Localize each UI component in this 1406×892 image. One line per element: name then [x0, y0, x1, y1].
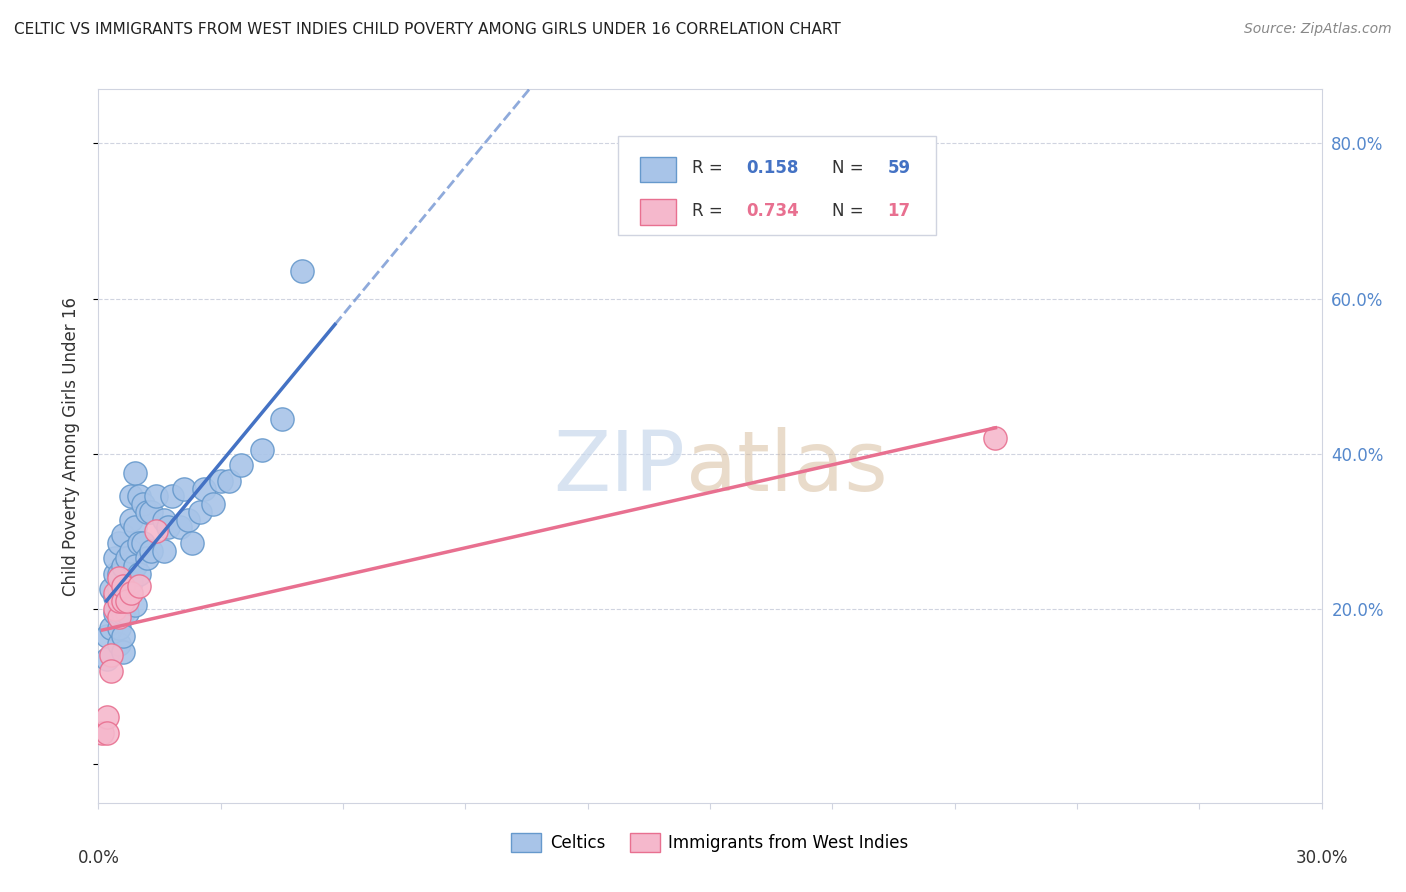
Point [108, 571, 131, 585]
Point [984, 431, 1007, 445]
Text: atlas: atlas [686, 427, 887, 508]
Text: 0.734: 0.734 [747, 202, 800, 219]
Text: R =: R = [692, 202, 728, 219]
Point [111, 528, 134, 542]
Point [104, 566, 127, 581]
Point [115, 551, 138, 566]
Point [108, 566, 131, 581]
Text: R =: R = [692, 159, 728, 177]
Point [145, 490, 167, 504]
Point [124, 559, 146, 574]
FancyBboxPatch shape [640, 157, 676, 182]
Point [96, 726, 118, 740]
Point [100, 648, 122, 663]
Point [115, 582, 138, 597]
Point [136, 505, 159, 519]
Text: CELTIC VS IMMIGRANTS FROM WEST INDIES CHILD POVERTY AMONG GIRLS UNDER 16 CORRELA: CELTIC VS IMMIGRANTS FROM WEST INDIES CH… [14, 22, 841, 37]
Point [111, 606, 134, 620]
Point [120, 513, 142, 527]
Text: 0.0%: 0.0% [77, 849, 120, 867]
Point [209, 474, 232, 488]
Point [124, 466, 146, 480]
Legend: Celtics, Immigrants from West Indies: Celtics, Immigrants from West Indies [505, 826, 915, 859]
Point [128, 536, 150, 550]
Point [177, 513, 200, 527]
Point [124, 520, 146, 534]
Point [96, 629, 118, 643]
Point [231, 458, 253, 473]
Text: N =: N = [832, 159, 869, 177]
Text: N =: N = [832, 202, 869, 219]
Point [108, 637, 131, 651]
Point [218, 474, 240, 488]
FancyBboxPatch shape [640, 200, 676, 225]
Point [108, 609, 131, 624]
Point [96, 710, 118, 724]
Point [141, 543, 163, 558]
Point [120, 574, 142, 589]
Point [111, 629, 134, 643]
Point [111, 591, 134, 605]
Text: 30.0%: 30.0% [1295, 849, 1348, 867]
Point [152, 513, 174, 527]
Point [152, 543, 174, 558]
FancyBboxPatch shape [619, 136, 936, 235]
Point [96, 652, 118, 666]
Point [108, 621, 131, 635]
Point [111, 644, 134, 658]
Point [136, 551, 159, 566]
Point [111, 579, 134, 593]
Point [104, 602, 127, 616]
Point [128, 566, 150, 581]
Text: 0.158: 0.158 [747, 159, 799, 177]
Point [115, 594, 138, 608]
Point [108, 536, 131, 550]
Point [104, 586, 127, 600]
Point [111, 559, 134, 574]
Point [108, 582, 131, 597]
Point [120, 490, 142, 504]
Point [108, 594, 131, 608]
Point [111, 594, 134, 608]
Point [291, 264, 314, 278]
Point [120, 586, 142, 600]
Point [104, 551, 127, 566]
Point [100, 582, 122, 597]
Point [100, 664, 122, 678]
Point [169, 520, 191, 534]
Point [132, 536, 155, 550]
Point [141, 505, 163, 519]
Point [181, 536, 204, 550]
Point [132, 497, 155, 511]
Point [100, 621, 122, 635]
Text: ZIP: ZIP [554, 427, 686, 508]
Point [145, 524, 167, 539]
Point [128, 579, 150, 593]
Point [115, 606, 138, 620]
Point [270, 412, 294, 426]
Point [128, 490, 150, 504]
Point [188, 505, 212, 519]
Point [104, 591, 127, 605]
Point [120, 543, 142, 558]
Point [108, 606, 131, 620]
Text: Source: ZipAtlas.com: Source: ZipAtlas.com [1244, 22, 1392, 37]
Text: 17: 17 [887, 202, 911, 219]
Point [173, 482, 195, 496]
Text: 59: 59 [887, 159, 911, 177]
Y-axis label: Child Poverty Among Girls Under 16: Child Poverty Among Girls Under 16 [62, 296, 80, 596]
Point [160, 490, 183, 504]
Point [156, 520, 179, 534]
Point [250, 442, 273, 457]
Point [104, 606, 127, 620]
Point [201, 497, 224, 511]
Point [91, 726, 114, 740]
Point [193, 482, 215, 496]
Point [124, 598, 146, 612]
